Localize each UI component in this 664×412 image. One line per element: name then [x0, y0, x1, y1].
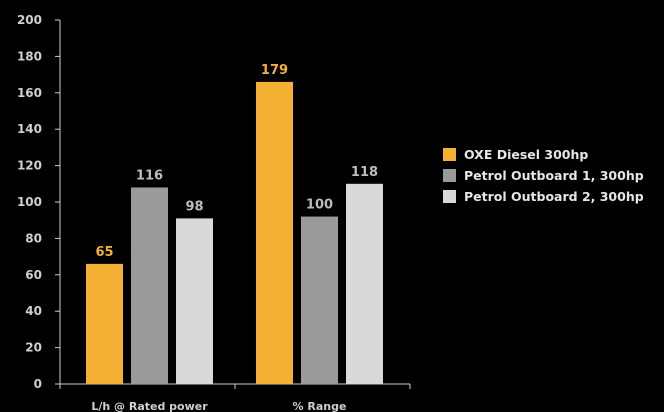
y-tick-label-20: 20 — [25, 341, 42, 355]
data-label-petrol-outboard-1-300hp-range: 100 — [306, 198, 333, 213]
y-tick-label-200: 200 — [17, 13, 42, 27]
bar-petrol-outboard-2-300hp-range — [346, 183, 383, 384]
data-label-petrol-outboard-2-300hp-range: 118 — [351, 165, 378, 180]
data-label-petrol-outboard-2-300hp-l-h-rated-power: 98 — [185, 199, 203, 214]
y-tick-label-180: 180 — [17, 49, 42, 63]
y-tick-label-100: 100 — [17, 195, 42, 209]
x-category-label-l-h-rated-power: L/h @ Rated power — [91, 400, 208, 412]
bar-oxe-diesel-300hp-range — [256, 81, 293, 384]
legend-item-petrol-outboard-2: Petrol Outboard 2, 300hp — [443, 188, 644, 204]
y-tick-label-140: 140 — [17, 122, 42, 136]
data-label-oxe-diesel-300hp-l-h-rated-power: 65 — [95, 245, 113, 260]
legend-label-petrol-outboard-1: Petrol Outboard 1, 300hp — [464, 167, 644, 183]
bar-petrol-outboard-1-300hp-range — [301, 216, 338, 384]
y-tick-label-80: 80 — [25, 231, 42, 245]
bar-petrol-outboard-1-300hp-l-h-rated-power — [131, 187, 168, 384]
bar-oxe-diesel-300hp-l-h-rated-power — [86, 263, 123, 384]
legend-item-oxe-diesel: OXE Diesel 300hp — [443, 146, 644, 162]
data-label-oxe-diesel-300hp-range: 179 — [261, 63, 288, 78]
x-category-label-range: % Range — [293, 400, 347, 412]
y-tick-label-60: 60 — [25, 268, 42, 282]
y-tick-label-120: 120 — [17, 159, 42, 173]
legend-label-petrol-outboard-2: Petrol Outboard 2, 300hp — [464, 188, 644, 204]
y-tick-label-0: 0 — [34, 377, 42, 391]
legend-swatch-petrol-outboard-2 — [443, 189, 456, 203]
legend-item-petrol-outboard-1: Petrol Outboard 1, 300hp — [443, 167, 644, 183]
legend-swatch-oxe-diesel — [443, 147, 456, 161]
legend: OXE Diesel 300hp Petrol Outboard 1, 300h… — [443, 146, 644, 204]
bar-petrol-outboard-2-300hp-l-h-rated-power — [176, 218, 213, 384]
data-label-petrol-outboard-1-300hp-l-h-rated-power: 116 — [136, 168, 163, 183]
legend-swatch-petrol-outboard-1 — [443, 168, 456, 182]
y-tick-label-160: 160 — [17, 86, 42, 100]
y-tick-label-40: 40 — [25, 304, 42, 318]
legend-label-oxe-diesel: OXE Diesel 300hp — [464, 146, 589, 162]
